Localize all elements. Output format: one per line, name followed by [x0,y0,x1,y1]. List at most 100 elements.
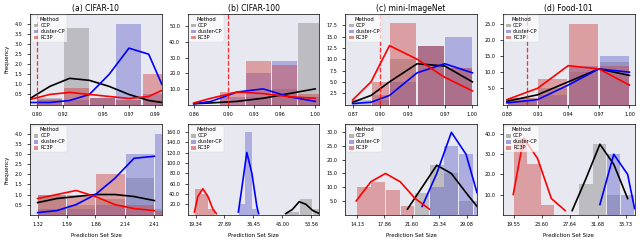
Bar [527,164,541,215]
Bar [155,211,164,215]
Bar [96,198,125,215]
Bar [246,97,271,105]
Bar [143,94,168,105]
Y-axis label: Frequency: Frequency [4,155,9,183]
Bar [600,66,628,105]
Bar [444,174,458,215]
Title: (d) Food-101: (d) Food-101 [545,4,593,13]
Bar [143,100,168,105]
Bar [155,134,164,215]
Bar [38,209,66,215]
Bar [220,92,245,105]
Bar [202,194,208,215]
Bar [64,88,89,105]
Y-axis label: Frequency: Frequency [4,45,9,73]
Bar [538,79,568,105]
Bar [459,201,473,215]
Bar [64,100,89,105]
Bar [444,146,458,215]
Bar [474,201,481,215]
Bar [143,74,168,105]
Legend: CCP, cluster-CP, RC3P: CCP, cluster-CP, RC3P [31,126,67,152]
Bar [513,138,527,215]
Bar [298,97,323,105]
Bar [37,99,62,105]
Legend: CCP, cluster-CP, RC3P: CCP, cluster-CP, RC3P [347,126,382,152]
Bar [67,209,95,215]
Bar [96,174,125,215]
Bar [593,144,607,215]
Bar [38,195,66,215]
Bar [67,204,95,215]
Bar [600,62,628,105]
Bar [371,95,389,105]
Bar [390,59,417,105]
Bar [96,204,125,215]
Legend: CCP, cluster-CP, RC3P: CCP, cluster-CP, RC3P [504,126,540,152]
X-axis label: Prediction Set Size: Prediction Set Size [70,233,122,238]
Bar [445,68,472,105]
Bar [508,98,537,105]
Bar [252,210,259,215]
Bar [64,28,89,105]
Bar [418,46,444,105]
Bar [579,184,593,215]
Bar [239,204,245,215]
Legend: CCP, cluster-CP, RC3P: CCP, cluster-CP, RC3P [189,126,225,152]
Bar [155,209,164,215]
Bar [569,66,598,105]
Bar [430,187,444,215]
Bar [401,206,415,215]
Bar [90,98,115,105]
Bar [245,132,252,215]
Bar [90,98,115,105]
Bar [90,98,115,105]
Bar [386,190,400,215]
Bar [300,199,312,215]
X-axis label: Prediction Set Size: Prediction Set Size [228,233,279,238]
Title: (b) CIFAR-100: (b) CIFAR-100 [228,4,280,13]
Bar [126,154,154,215]
Bar [273,61,297,105]
Bar [390,82,417,105]
Bar [298,94,323,105]
Bar [356,187,371,215]
Bar [418,46,444,105]
Bar [371,182,385,215]
Bar [195,189,201,215]
Title: (a) CIFAR-10: (a) CIFAR-10 [72,4,120,13]
Bar [246,61,271,105]
Bar [508,101,537,105]
Bar [445,37,472,105]
Bar [126,204,154,215]
Bar [445,68,472,105]
Bar [220,97,245,105]
Bar [126,178,154,215]
Bar [538,95,568,105]
Bar [541,204,554,215]
Bar [208,210,214,215]
Bar [569,24,598,105]
Bar [67,195,95,215]
Bar [430,165,444,215]
Bar [273,66,297,105]
Bar [116,24,141,105]
Bar [116,100,141,105]
X-axis label: Prediction Set Size: Prediction Set Size [543,233,594,238]
Bar [371,82,389,105]
Bar [569,72,598,105]
Bar [600,56,628,105]
Bar [37,100,62,105]
Legend: CCP, cluster-CP, RC3P: CCP, cluster-CP, RC3P [504,15,540,42]
Bar [246,73,271,105]
Bar [286,212,299,215]
Bar [508,98,537,105]
Legend: CCP, cluster-CP, RC3P: CCP, cluster-CP, RC3P [31,15,67,42]
Bar [273,89,297,105]
Bar [607,195,620,215]
X-axis label: Prediction Set Size: Prediction Set Size [386,233,436,238]
Title: (c) mini-ImageNet: (c) mini-ImageNet [376,4,446,13]
Bar [298,23,323,105]
Bar [37,98,62,105]
Bar [116,100,141,105]
